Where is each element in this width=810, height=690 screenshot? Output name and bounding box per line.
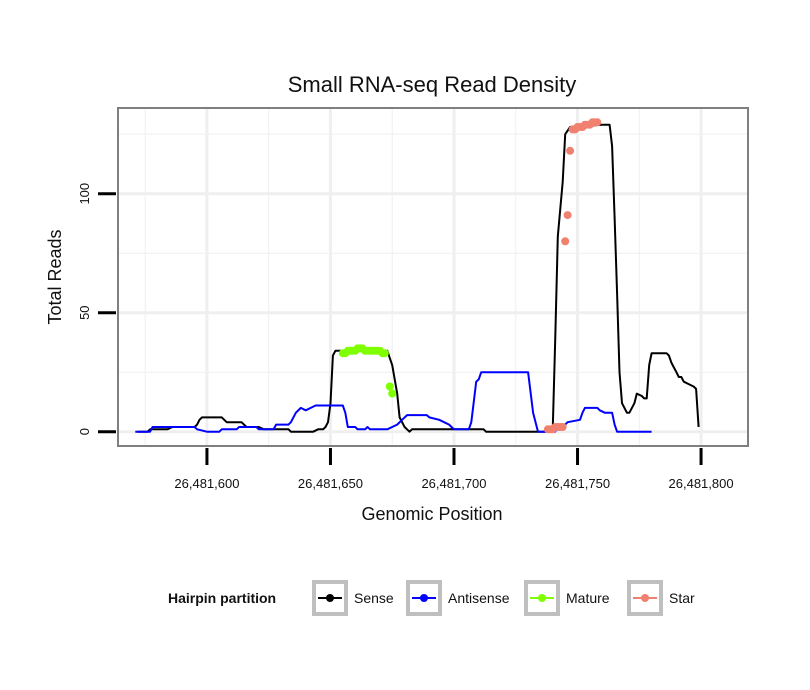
data-point-mature (385, 382, 394, 391)
plot-border (117, 107, 749, 447)
y-tick-label: 50 (77, 305, 92, 319)
legend-key-point (538, 594, 546, 602)
legend-entry-sense: Sense (312, 580, 394, 616)
plot-panel (118, 108, 748, 446)
legend-key-point (641, 594, 649, 602)
legend: Hairpin partition Sense Antisense Mature St… (168, 580, 695, 616)
data-point-star (593, 118, 602, 127)
data-point-star (561, 237, 570, 246)
x-tick-label: 26,481,700 (421, 476, 486, 491)
x-tick-label: 26,481,600 (174, 476, 239, 491)
data-point-star (563, 211, 572, 220)
legend-label: Antisense (448, 590, 510, 606)
legend-label: Mature (566, 590, 610, 606)
x-tick-label: 26,481,750 (545, 476, 610, 491)
x-tick-label: 26,481,800 (669, 476, 734, 491)
legend-key-point (420, 594, 428, 602)
x-axis-title: Genomic Position (361, 504, 502, 524)
data-point-mature (388, 389, 397, 398)
x-axis: 26,481,600 26,481,650 26,481,700 26,481,750… (174, 448, 734, 491)
y-axis: 0 50 100 (77, 183, 116, 435)
series-line-antisense (135, 371, 652, 433)
chart-title: Small RNA-seq Read Density (288, 72, 577, 97)
data-point-mature (380, 349, 389, 358)
series-layer (135, 118, 700, 434)
x-tick-label: 26,481,650 (298, 476, 363, 491)
data-point-star (558, 423, 567, 431)
y-tick-label: 100 (77, 183, 92, 205)
legend-title: Hairpin partition (168, 590, 276, 606)
y-tick-label: 0 (77, 428, 92, 435)
legend-entry-antisense: Antisense (406, 580, 510, 616)
data-point-star (566, 146, 575, 155)
legend-label: Star (669, 590, 695, 606)
legend-key-point (326, 594, 334, 602)
legend-entry-mature: Mature (524, 580, 610, 616)
y-axis-title: Total Reads (45, 229, 65, 324)
legend-entry-star: Star (627, 580, 695, 616)
legend-label: Sense (354, 590, 394, 606)
